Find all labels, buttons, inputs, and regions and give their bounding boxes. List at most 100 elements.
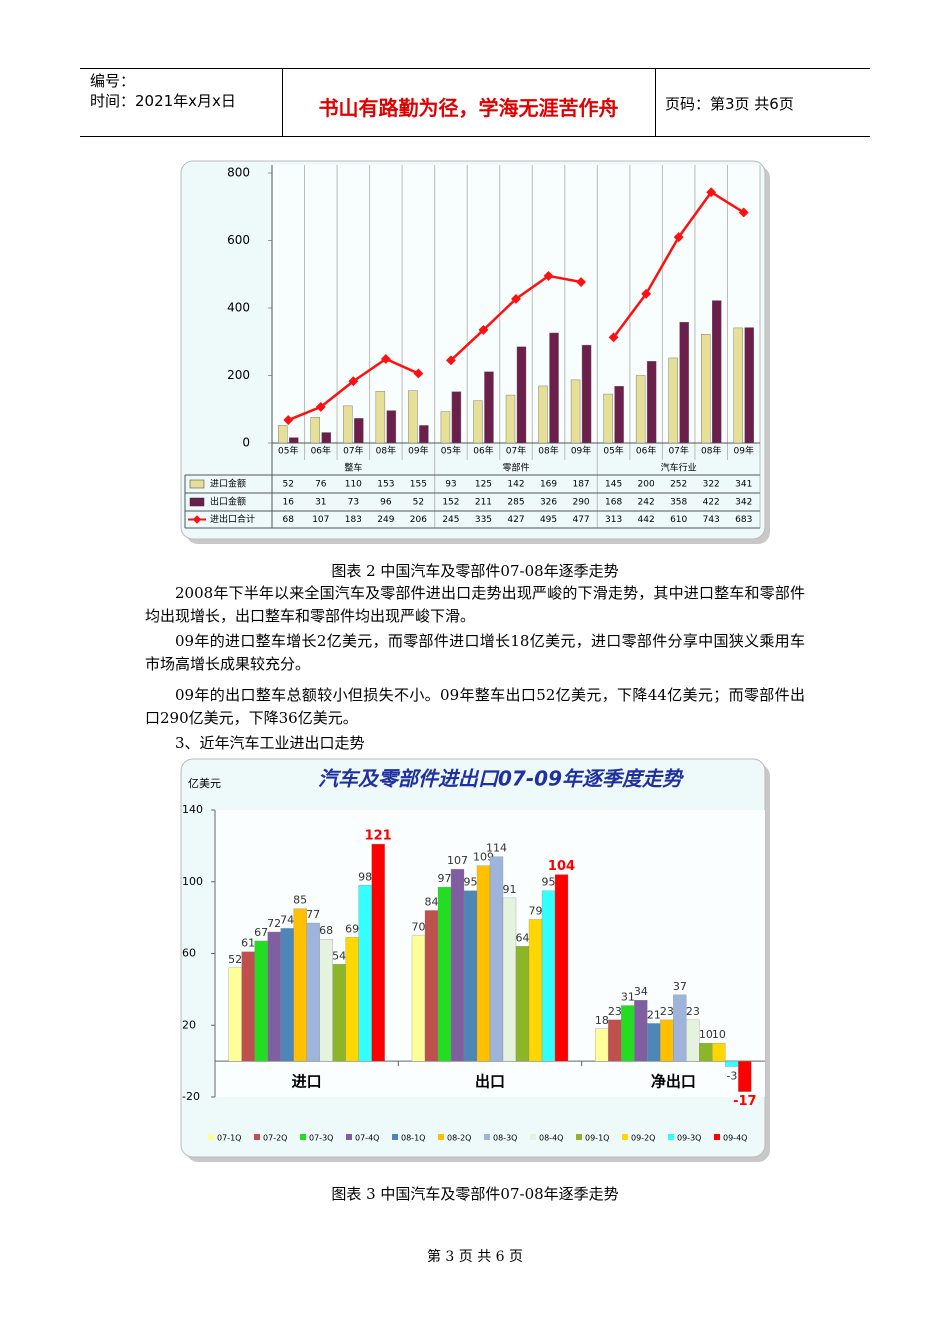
bar [699, 1043, 713, 1062]
legend-label: 出口金额 [210, 496, 246, 508]
bar [484, 371, 494, 444]
bar [267, 931, 281, 1062]
bar [289, 437, 299, 444]
bar [515, 946, 530, 1062]
x-tick-label: 06年 [311, 445, 331, 457]
x-tick-label: 净出口 [651, 1073, 696, 1091]
marker [543, 270, 554, 281]
motto: 书山有路勤为径，学海无涯苦作舟 [318, 96, 619, 120]
data-label: 85 [293, 894, 307, 907]
y-tick-label: 20 [182, 1018, 196, 1031]
data-label: 70 [412, 921, 426, 934]
paragraph: 09年的进口整车增长2亿美元，而零部件进口增长18亿美元，进口零部件分享中国狭义… [145, 632, 805, 673]
data-label: 72 [267, 917, 281, 930]
table-value: 76 [315, 480, 327, 490]
bar [332, 964, 346, 1062]
bar [411, 935, 426, 1062]
marker [641, 288, 652, 299]
legend-swatch [392, 1134, 398, 1140]
data-label: 37 [673, 980, 687, 993]
legend-label: 09-3Q [677, 1134, 701, 1143]
caption: 图表 3 中国汽车及零部件07-08年逐季走势 [331, 1185, 619, 1203]
x-tick-label: 07年 [668, 445, 688, 457]
y-tick-label: 800 [227, 166, 250, 180]
bar [608, 1019, 622, 1062]
bar [712, 300, 722, 444]
bar [634, 999, 648, 1062]
table-value: 252 [670, 480, 687, 490]
y-tick-label: 600 [227, 233, 250, 247]
bar [603, 393, 613, 444]
bar [254, 940, 268, 1062]
bar [660, 1019, 674, 1062]
marker [511, 293, 521, 304]
data-label: -3 [726, 1070, 737, 1083]
marker [738, 207, 749, 218]
data-label: 77 [306, 908, 320, 921]
x-tick-label: 07年 [343, 445, 363, 457]
bar [712, 1043, 726, 1062]
bar [408, 390, 418, 444]
marker [673, 232, 684, 243]
bar [673, 994, 687, 1062]
doc-date: 时间：2021年x月x日 [90, 92, 236, 110]
data-label: 107 [447, 854, 468, 867]
y-tick-label: 140 [182, 803, 203, 816]
data-label: 23 [686, 1005, 700, 1018]
y-tick-label: -20 [182, 1090, 200, 1103]
data-label: 69 [345, 922, 359, 935]
data-label: 61 [241, 937, 255, 950]
data-label: 64 [516, 931, 530, 944]
bar [354, 418, 364, 444]
data-label: 52 [228, 953, 242, 966]
data-label: 23 [660, 1005, 674, 1018]
data-label: 67 [254, 926, 268, 939]
bar [451, 391, 462, 444]
legend-label: 08-1Q [401, 1134, 425, 1143]
data-label: 21 [647, 1008, 661, 1021]
y-tick-label: 200 [227, 368, 250, 382]
table-value: 73 [348, 498, 359, 508]
legend-label: 08-4Q [539, 1134, 563, 1143]
data-label: 95 [464, 876, 478, 889]
table-value: 206 [410, 515, 427, 525]
x-tick-label: 09年 [408, 445, 428, 457]
bar [738, 1060, 752, 1092]
paragraph: 09年的出口整车总额较小但损失不小。09年整车出口52亿美元，下降44亿美元；而… [145, 686, 805, 727]
legend-swatch [714, 1134, 720, 1140]
bar [554, 874, 569, 1062]
footer: 第 3 页 共 6 页 [426, 1249, 524, 1265]
bar [528, 919, 543, 1062]
table-value: 52 [283, 480, 294, 490]
group-label: 汽车行业 [661, 462, 697, 474]
table-value: 290 [572, 498, 589, 508]
data-label: 31 [621, 991, 635, 1004]
table-value: 358 [670, 498, 687, 508]
bar [502, 897, 517, 1062]
bar [450, 869, 465, 1062]
table-value: 341 [735, 480, 752, 490]
x-tick-label: 08年 [376, 445, 396, 457]
table-value: 96 [380, 498, 392, 508]
legend-swatch [189, 479, 205, 489]
data-label: 10 [699, 1028, 713, 1041]
data-label: 84 [425, 895, 439, 908]
data-label: 54 [332, 949, 346, 962]
data-label: 34 [634, 985, 648, 998]
marker [315, 401, 326, 412]
data-label: 104 [548, 859, 575, 874]
bar [701, 334, 711, 444]
x-tick-label: 07年 [506, 445, 526, 457]
legend-swatch [530, 1134, 536, 1140]
chart-1: 05-09年汽车及零部件进出口走势-亿美元0200400600800整车零部件汽… [180, 160, 770, 544]
bar [570, 379, 581, 444]
bar [621, 1005, 635, 1062]
table-value: 495 [540, 515, 557, 525]
legend-label: 08-2Q [447, 1134, 471, 1143]
bar [647, 1023, 661, 1062]
bar [595, 1028, 609, 1062]
table-value: 155 [410, 480, 427, 490]
data-label: 23 [608, 1005, 622, 1018]
data-label: 68 [319, 924, 333, 937]
bar [679, 321, 689, 444]
